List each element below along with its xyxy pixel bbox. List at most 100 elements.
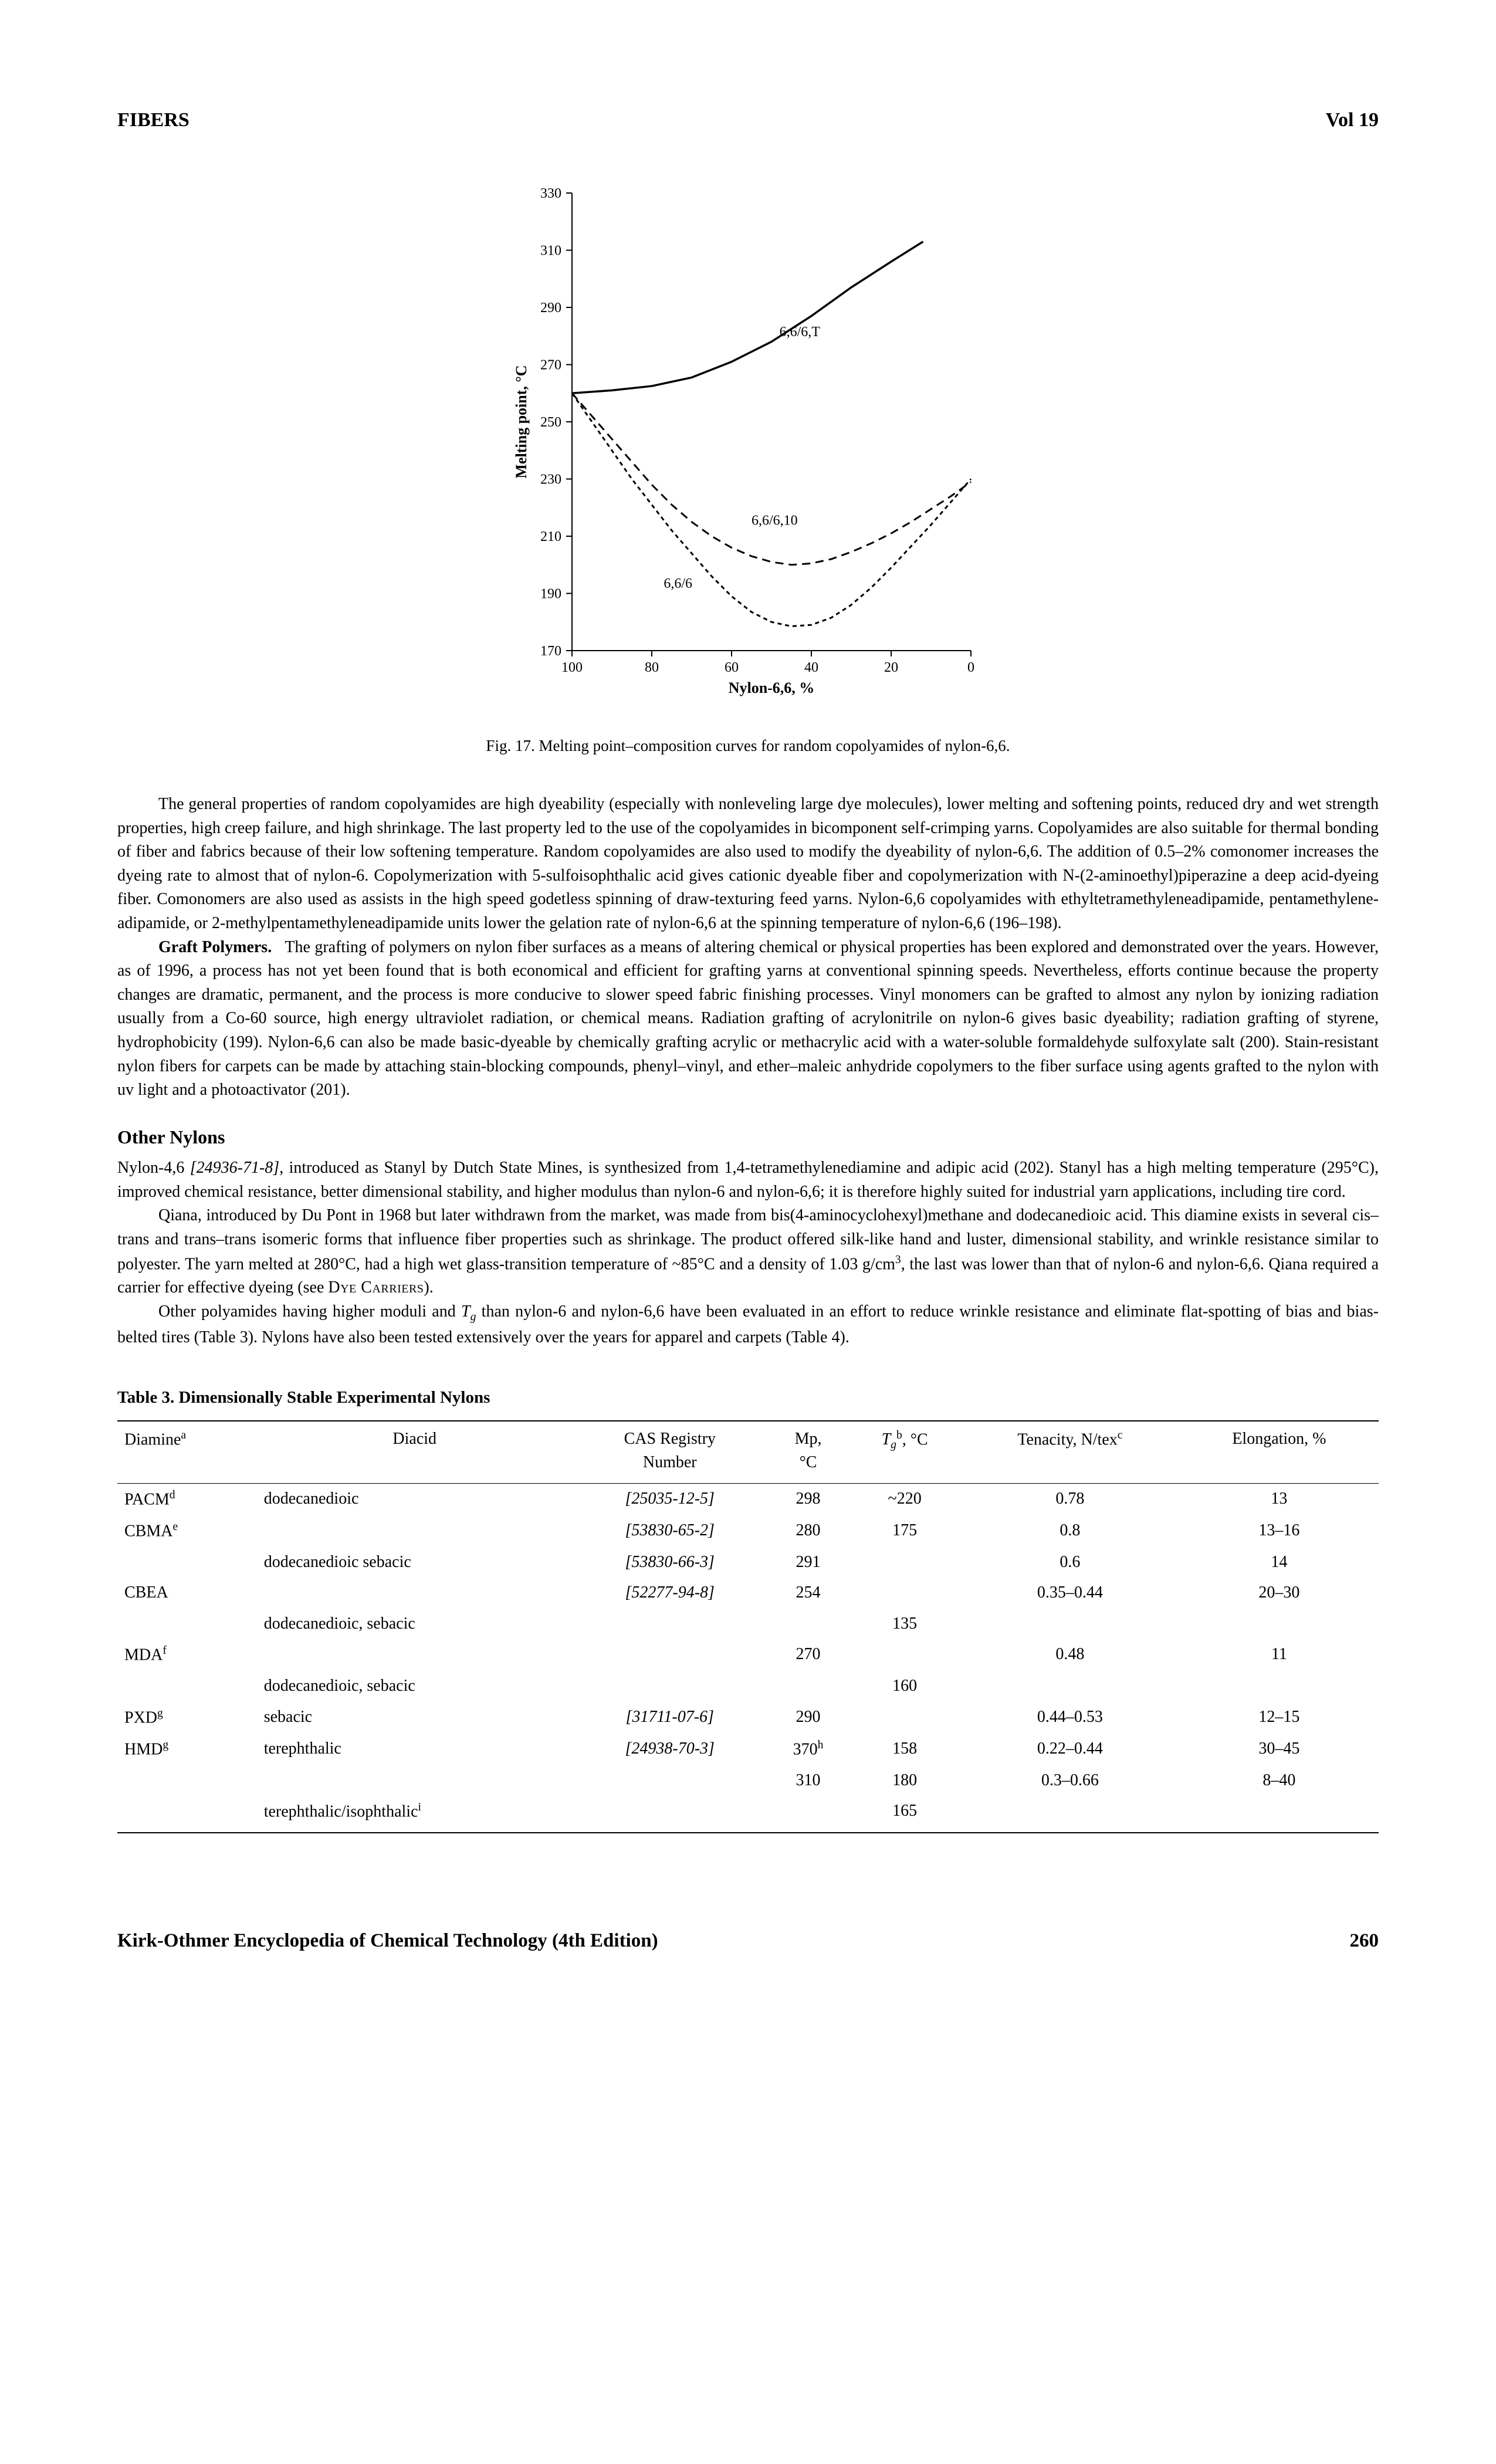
table-cell [767, 1671, 849, 1702]
paragraph-5: Other polyamides having higher moduli an… [117, 1300, 1379, 1350]
table-row: 3101800.3–0.668–40 [117, 1765, 1379, 1796]
table-cell: 0.48 [960, 1639, 1180, 1671]
svg-text:6,6/6,T: 6,6/6,T [780, 324, 821, 340]
table-cell: 158 [849, 1734, 960, 1765]
svg-text:330: 330 [540, 186, 561, 201]
table-cell: CBEA [117, 1578, 257, 1609]
table-column-header: Mp,°C [767, 1421, 849, 1484]
table-cell: 0.3–0.66 [960, 1765, 1180, 1796]
table-cell [257, 1639, 573, 1671]
table-cell: dodecanedioic, sebacic [257, 1671, 573, 1702]
header-left: FIBERS [117, 106, 189, 134]
table-cell: 0.6 [960, 1547, 1180, 1578]
svg-text:190: 190 [540, 587, 561, 602]
table-cell: HMDg [117, 1734, 257, 1765]
table-cell: 11 [1180, 1639, 1379, 1671]
svg-text:40: 40 [804, 660, 818, 675]
table-cell: 12–15 [1180, 1702, 1379, 1734]
svg-text:310: 310 [540, 243, 561, 259]
table-cell [257, 1515, 573, 1547]
table-cell [573, 1765, 767, 1796]
svg-text:250: 250 [540, 415, 561, 430]
table-cell: 280 [767, 1515, 849, 1547]
figure-chart-svg: 170190210230250270290310330100806040200N… [507, 181, 989, 709]
table-cell: [52277-94-8] [573, 1578, 767, 1609]
table-cell: 0.8 [960, 1515, 1180, 1547]
table-cell: 0.22–0.44 [960, 1734, 1180, 1765]
table-cell: 310 [767, 1765, 849, 1796]
other-nylons-heading: Other Nylons [117, 1123, 1379, 1150]
svg-text:Melting point, °C: Melting point, °C [513, 365, 530, 479]
svg-text:230: 230 [540, 472, 561, 488]
table-cell: 8–40 [1180, 1765, 1379, 1796]
figure-caption: Fig. 17. Melting point–composition curve… [117, 735, 1379, 757]
svg-text:20: 20 [884, 660, 898, 675]
table-3-title: Table 3. Dimensionally Stable Experiment… [117, 1385, 1379, 1410]
page-header: FIBERS Vol 19 [117, 106, 1379, 134]
table-cell [960, 1796, 1180, 1833]
table-cell: 13–16 [1180, 1515, 1379, 1547]
table-cell [573, 1639, 767, 1671]
table-cell: 254 [767, 1578, 849, 1609]
table-cell: dodecanedioic, sebacic [257, 1609, 573, 1640]
svg-text:0: 0 [967, 660, 974, 675]
table-column-header: Elongation, % [1180, 1421, 1379, 1484]
table-cell: 298 [767, 1483, 849, 1515]
svg-text:80: 80 [645, 660, 659, 675]
svg-text:170: 170 [540, 644, 561, 659]
table-cell: 30–45 [1180, 1734, 1379, 1765]
table-column-header: Tgb, °C [849, 1421, 960, 1484]
svg-text:290: 290 [540, 300, 561, 316]
table-cell: [53830-66-3] [573, 1547, 767, 1578]
table-cell: ~220 [849, 1483, 960, 1515]
svg-text:210: 210 [540, 529, 561, 544]
table-row: dodecanedioic sebacic[53830-66-3]2910.61… [117, 1547, 1379, 1578]
table-column-header: CAS RegistryNumber [573, 1421, 767, 1484]
table-cell: CBMAe [117, 1515, 257, 1547]
table-cell: sebacic [257, 1702, 573, 1734]
table-cell: [53830-65-2] [573, 1515, 767, 1547]
table-cell [117, 1547, 257, 1578]
table-cell: 160 [849, 1671, 960, 1702]
table-column-header: Tenacity, N/texc [960, 1421, 1180, 1484]
paragraph-graft: Graft Polymers. The grafting of polymers… [117, 936, 1379, 1102]
table-cell [117, 1765, 257, 1796]
table-cell [1180, 1796, 1379, 1833]
graft-text: The grafting of polymers on nylon fiber … [117, 938, 1379, 1099]
table-cell [960, 1671, 1180, 1702]
svg-text:6,6/6: 6,6/6 [664, 576, 692, 591]
table-cell [849, 1578, 960, 1609]
table-cell [117, 1671, 257, 1702]
table-cell [573, 1796, 767, 1833]
table-cell [849, 1702, 960, 1734]
svg-text:100: 100 [561, 660, 583, 675]
table-3: DiamineaDiacidCAS RegistryNumberMp,°CTgb… [117, 1420, 1379, 1834]
svg-text:6,6/6,10: 6,6/6,10 [752, 513, 798, 529]
svg-text:60: 60 [725, 660, 739, 675]
page-footer: Kirk-Othmer Encyclopedia of Chemical Tec… [117, 1927, 1379, 1955]
table-cell: 290 [767, 1702, 849, 1734]
table-cell [1180, 1671, 1379, 1702]
table-cell [849, 1639, 960, 1671]
table-cell: 370h [767, 1734, 849, 1765]
paragraph-4: Qiana, introduced by Du Pont in 1968 but… [117, 1204, 1379, 1300]
table-body: PACMddodecanedioic[25035-12-5]298~2200.7… [117, 1483, 1379, 1833]
table-cell [849, 1547, 960, 1578]
table-cell [573, 1609, 767, 1640]
table-row: PXDgsebacic[31711-07-6]2900.44–0.5312–15 [117, 1702, 1379, 1734]
table-cell [257, 1578, 573, 1609]
footer-right: 260 [1350, 1927, 1379, 1955]
table-cell: 0.78 [960, 1483, 1180, 1515]
table-row: dodecanedioic, sebacic 160 [117, 1671, 1379, 1702]
table-cell: dodecanedioic sebacic [257, 1547, 573, 1578]
table-cell: terephthalic [257, 1734, 573, 1765]
table-row: CBEA[52277-94-8]2540.35–0.4420–30 [117, 1578, 1379, 1609]
table-cell: dodecanedioic [257, 1483, 573, 1515]
table-row: dodecanedioic, sebacic 135 [117, 1609, 1379, 1640]
table-row: HMDgterephthalic[24938-70-3]370h1580.22–… [117, 1734, 1379, 1765]
table-cell: [24938-70-3] [573, 1734, 767, 1765]
table-row: terephthalic/isophthalici165 [117, 1796, 1379, 1833]
svg-text:Nylon-6,6, %: Nylon-6,6, % [729, 679, 815, 696]
table-cell: 135 [849, 1609, 960, 1640]
graft-heading: Graft Polymers. [158, 938, 272, 956]
